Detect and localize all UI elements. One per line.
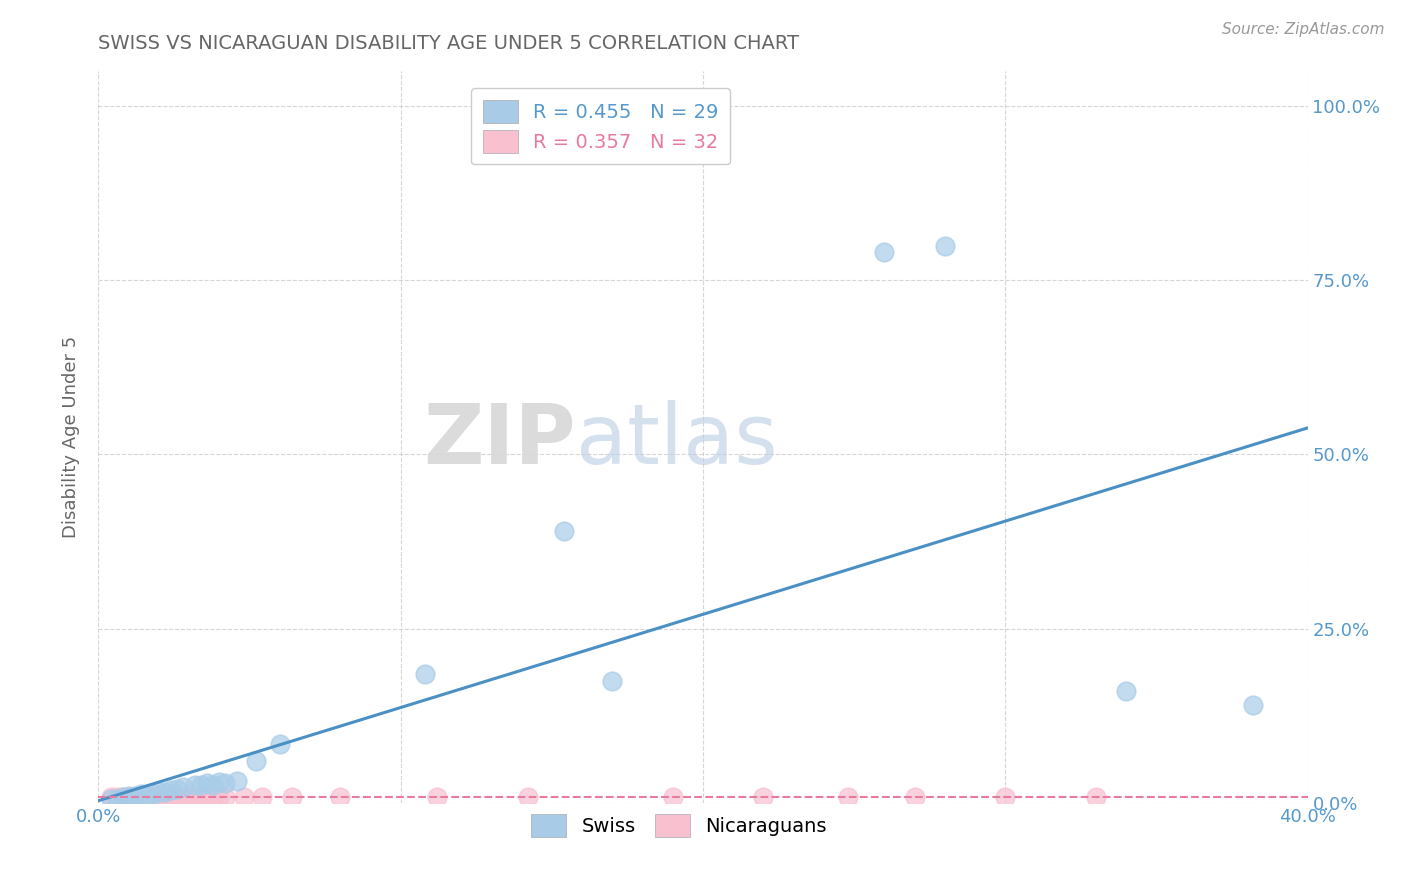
Text: SWISS VS NICARAGUAN DISABILITY AGE UNDER 5 CORRELATION CHART: SWISS VS NICARAGUAN DISABILITY AGE UNDER… (98, 34, 800, 54)
Point (226, 773, 249, 788)
Point (184, 778, 207, 792)
Point (129, 788, 152, 802)
Point (135, 789, 157, 803)
Point (153, 785, 176, 799)
Point (1115, 684, 1137, 698)
Point (250, 790, 273, 805)
Point (105, 792, 128, 806)
Point (837, 790, 859, 805)
Point (232, 790, 254, 805)
Point (904, 790, 927, 805)
Point (184, 790, 207, 805)
Point (553, 524, 575, 538)
Point (190, 778, 212, 792)
Point (135, 790, 157, 805)
Point (426, 790, 449, 805)
Point (202, 790, 225, 805)
Point (100, 790, 122, 805)
Point (269, 737, 291, 751)
Point (602, 673, 624, 688)
Point (516, 790, 538, 805)
Point (202, 778, 225, 792)
Point (934, 238, 956, 252)
Text: ZIP: ZIP (423, 401, 576, 482)
Point (195, 776, 218, 790)
Point (873, 245, 896, 260)
Point (1241, 698, 1264, 713)
Point (245, 754, 267, 768)
Point (148, 785, 170, 799)
Point (179, 790, 201, 805)
Point (124, 790, 146, 805)
Point (111, 790, 134, 805)
Point (994, 790, 1017, 805)
Point (208, 775, 231, 789)
Point (172, 780, 194, 795)
Point (124, 789, 146, 803)
Point (129, 790, 152, 805)
Point (195, 790, 218, 805)
Point (208, 790, 231, 805)
Point (214, 776, 236, 790)
Point (142, 790, 165, 805)
Point (413, 667, 436, 681)
Point (1085, 790, 1108, 805)
Text: Source: ZipAtlas.com: Source: ZipAtlas.com (1222, 22, 1385, 37)
Point (160, 783, 183, 797)
Point (148, 790, 170, 805)
Point (661, 790, 683, 805)
Point (118, 789, 141, 803)
Point (160, 790, 183, 805)
Point (281, 790, 304, 805)
Point (172, 790, 194, 805)
Point (329, 790, 352, 805)
Text: atlas: atlas (576, 401, 778, 482)
Point (105, 790, 128, 805)
Point (118, 790, 141, 805)
Point (752, 790, 775, 805)
Point (166, 790, 188, 805)
Point (166, 781, 188, 796)
Legend: Swiss, Nicaraguans: Swiss, Nicaraguans (523, 806, 835, 845)
Point (214, 790, 236, 805)
Point (111, 790, 134, 805)
Point (190, 790, 212, 805)
Y-axis label: Disability Age Under 5: Disability Age Under 5 (62, 336, 80, 538)
Point (142, 788, 165, 802)
Point (100, 792, 122, 806)
Point (153, 790, 176, 805)
